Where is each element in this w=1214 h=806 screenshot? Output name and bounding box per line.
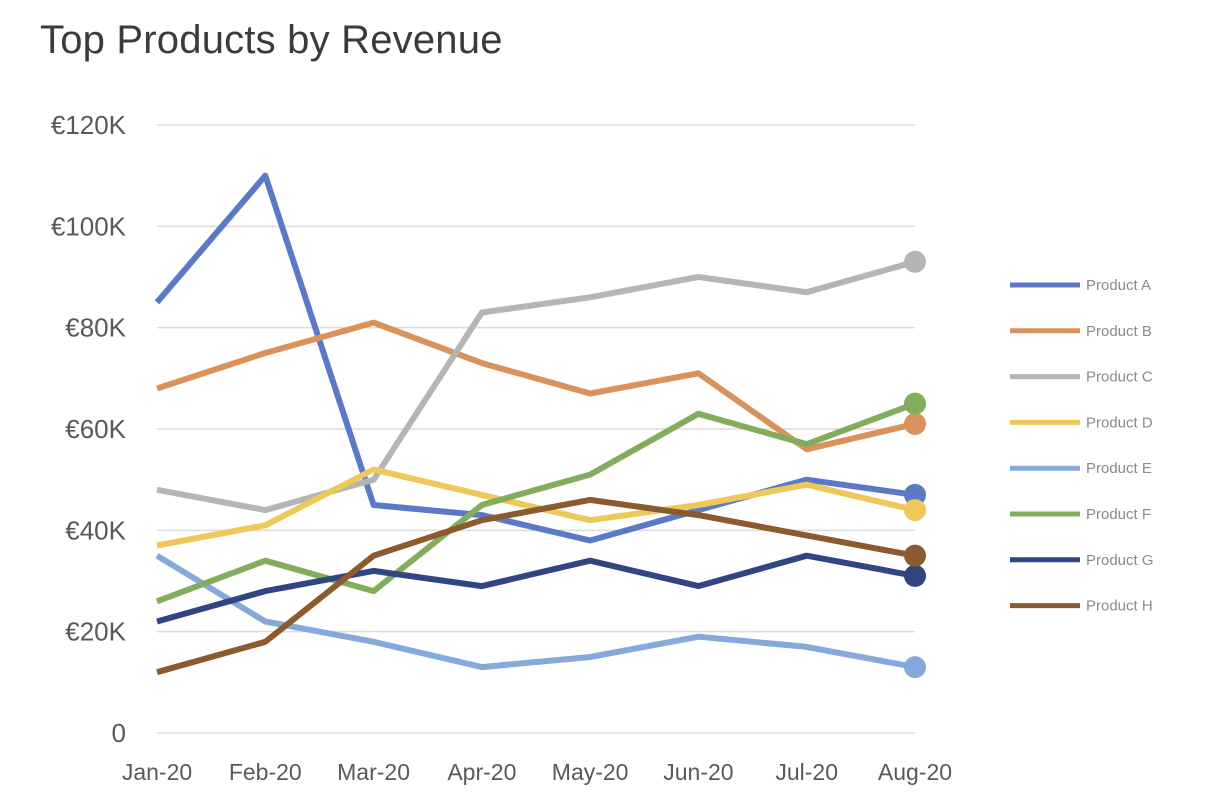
end-marker-product-e bbox=[904, 656, 926, 679]
x-tick-label: Jan-20 bbox=[122, 759, 192, 785]
series-line-product-g bbox=[156, 552, 916, 625]
y-tick-label: €100K bbox=[51, 211, 127, 241]
gridlines bbox=[157, 124, 915, 734]
x-tick-label: Apr-20 bbox=[447, 759, 516, 785]
series-line-product-c bbox=[156, 258, 916, 514]
legend-label-product-b: Product B bbox=[1086, 323, 1152, 340]
y-tick-label: €60K bbox=[65, 414, 126, 444]
y-tick-label: €120K bbox=[51, 110, 127, 140]
y-tick-label: 0 bbox=[112, 718, 126, 748]
series-line-product-h bbox=[156, 496, 916, 676]
x-tick-label: May-20 bbox=[552, 759, 629, 785]
series-line-product-a bbox=[154, 172, 916, 544]
end-marker-product-a bbox=[904, 483, 926, 506]
y-tick-label: €40K bbox=[65, 515, 126, 545]
legend-label-product-h: Product H bbox=[1086, 598, 1153, 615]
legend-label-product-d: Product D bbox=[1086, 414, 1153, 431]
legend: Product A Product B Product C Product D Prod… bbox=[1010, 277, 1154, 615]
y-tick-label: €20K bbox=[65, 617, 126, 647]
legend-label-product-f: Product F bbox=[1086, 506, 1151, 523]
series-line-product-b bbox=[156, 319, 916, 453]
x-tick-label: Aug-20 bbox=[878, 759, 952, 785]
end-marker-product-g bbox=[904, 564, 926, 587]
end-marker-product-h bbox=[904, 544, 926, 567]
x-tick-label: Feb-20 bbox=[229, 759, 302, 785]
legend-label-product-e: Product E bbox=[1086, 460, 1152, 477]
series-line-product-f bbox=[155, 400, 917, 605]
end-marker-product-d bbox=[904, 499, 926, 522]
end-marker-product-f bbox=[904, 392, 926, 415]
end-marker-product-b bbox=[904, 412, 926, 435]
end-marker-product-c bbox=[904, 250, 926, 273]
x-tick-label: Jun-20 bbox=[663, 759, 733, 785]
x-tick-label: Jul-20 bbox=[775, 759, 838, 785]
x-tick-label: Mar-20 bbox=[337, 759, 410, 785]
legend-label-product-a: Product A bbox=[1086, 277, 1151, 294]
chart-title: Top Products by Revenue bbox=[40, 18, 503, 62]
axis-labels: 0 €20K €40K €60K €80K €100K €120K Jan-20 Feb-20 M… bbox=[51, 110, 952, 785]
y-tick-label: €80K bbox=[65, 313, 126, 343]
legend-label-product-c: Product C bbox=[1086, 369, 1153, 386]
end-markers bbox=[904, 250, 926, 679]
legend-label-product-g: Product G bbox=[1086, 552, 1154, 569]
series-lines bbox=[154, 172, 917, 676]
